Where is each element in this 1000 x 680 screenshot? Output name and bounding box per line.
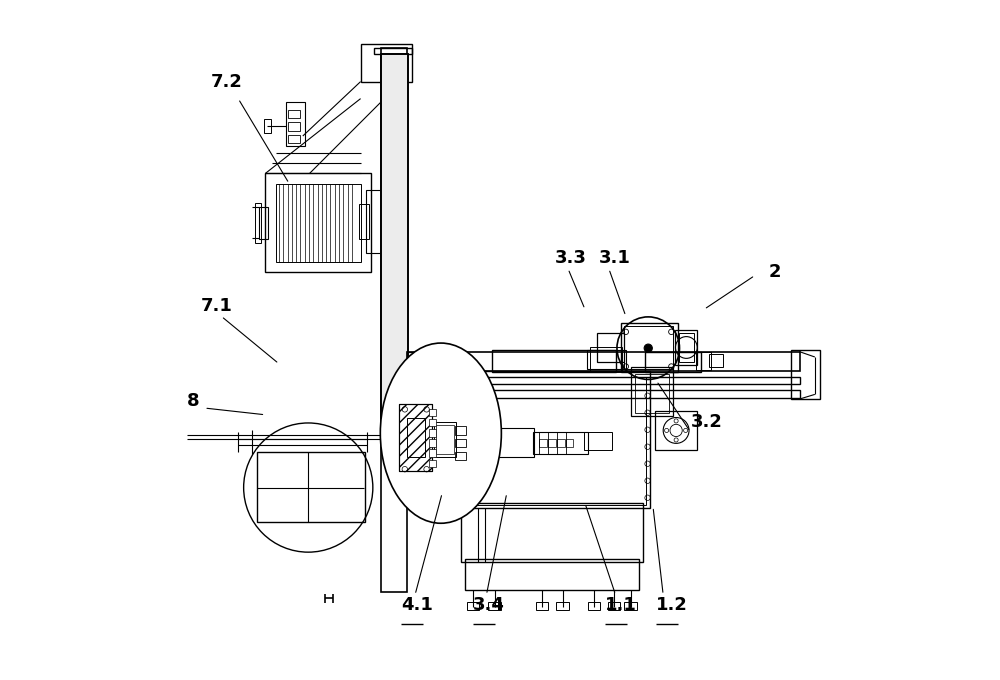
Text: 4.1: 4.1 (401, 596, 433, 614)
Bar (635, 374, 669, 413)
Text: 1.2: 1.2 (656, 596, 688, 614)
Bar (429, 449, 436, 457)
Bar (429, 419, 436, 426)
Bar (257, 452, 365, 522)
Bar (429, 409, 436, 416)
Text: 7.2: 7.2 (211, 73, 243, 90)
Text: 7.1: 7.1 (201, 297, 233, 315)
Text: 3.4: 3.4 (473, 596, 505, 614)
Bar (631, 367, 673, 416)
Bar (381, 54, 408, 435)
Bar (434, 422, 456, 457)
Bar (608, 602, 620, 610)
Bar (399, 404, 432, 471)
Text: 1.1: 1.1 (605, 596, 637, 614)
Bar (645, 352, 701, 372)
Bar (588, 602, 600, 610)
Text: 2: 2 (769, 263, 781, 281)
Bar (461, 377, 646, 505)
Bar (548, 439, 556, 447)
Bar (381, 54, 408, 435)
Bar (624, 602, 637, 610)
Bar (265, 173, 371, 272)
Bar (429, 460, 436, 467)
Bar (566, 439, 573, 447)
Bar (255, 203, 261, 243)
Bar (590, 347, 622, 372)
Bar (461, 503, 643, 562)
Bar (467, 602, 479, 610)
Bar (288, 122, 300, 131)
Ellipse shape (380, 343, 501, 524)
Bar (407, 418, 425, 457)
Bar (397, 431, 409, 440)
Bar (264, 119, 271, 133)
Bar (533, 432, 588, 454)
Bar (366, 190, 382, 253)
Bar (361, 44, 412, 82)
Bar (286, 102, 305, 146)
Bar (381, 48, 407, 592)
Bar (587, 350, 626, 369)
Bar (539, 439, 547, 447)
Bar (791, 350, 820, 399)
Bar (407, 352, 800, 371)
Text: 3.3: 3.3 (554, 250, 586, 267)
Bar (556, 602, 569, 610)
Bar (584, 432, 612, 450)
Bar (465, 559, 639, 590)
Bar (488, 602, 501, 610)
Bar (455, 439, 466, 447)
Bar (407, 352, 429, 399)
Bar (675, 330, 697, 365)
Bar (359, 204, 369, 239)
Bar (455, 452, 466, 460)
Bar (597, 333, 624, 362)
Bar (624, 326, 673, 369)
Bar (455, 426, 466, 435)
Bar (679, 333, 694, 362)
Bar (374, 48, 412, 54)
Text: 8: 8 (187, 392, 200, 410)
Bar (276, 184, 361, 262)
Bar (492, 350, 616, 372)
Bar (399, 404, 432, 471)
Bar (259, 207, 268, 239)
Bar (288, 110, 300, 118)
Bar (391, 440, 409, 449)
Bar (557, 439, 565, 447)
Bar (458, 371, 650, 508)
Bar (407, 390, 800, 398)
Bar (407, 377, 800, 384)
Text: 3.1: 3.1 (599, 250, 630, 267)
Bar (429, 429, 436, 437)
Bar (407, 398, 429, 437)
Bar (621, 323, 678, 372)
Bar (696, 352, 711, 370)
Bar (655, 411, 697, 450)
Bar (536, 602, 548, 610)
Circle shape (644, 344, 652, 352)
Bar (429, 439, 436, 447)
Text: 3.2: 3.2 (690, 413, 722, 430)
Bar (492, 428, 534, 457)
Bar (436, 425, 454, 454)
Bar (709, 354, 723, 367)
Bar (288, 135, 300, 143)
